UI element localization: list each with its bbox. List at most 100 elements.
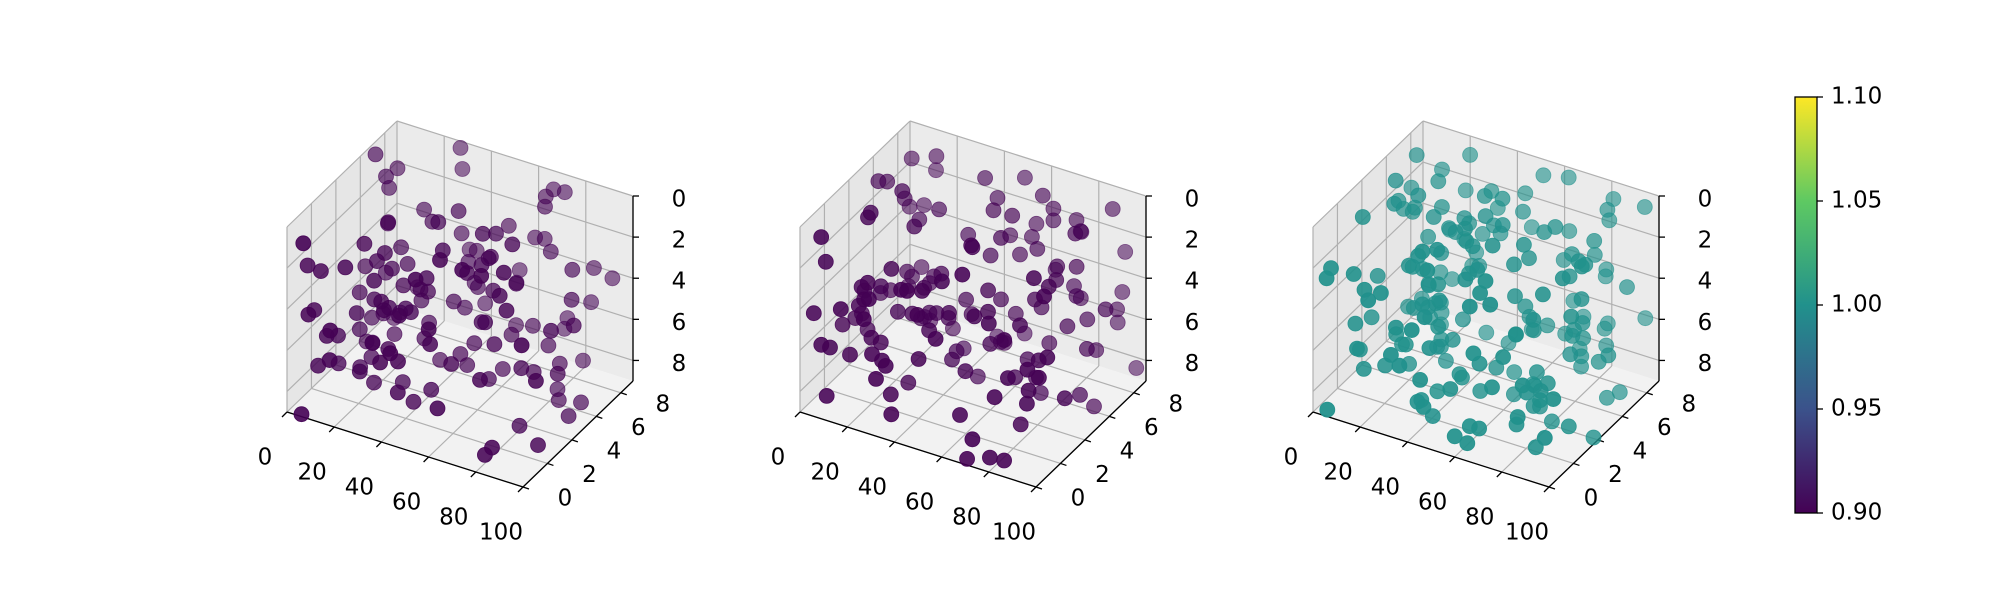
y-tick [522, 486, 530, 490]
z-tick-label: 6 [1185, 310, 1200, 336]
scatter-point [1600, 347, 1617, 364]
scatter-point [1369, 267, 1386, 284]
scatter-point [1506, 256, 1522, 273]
scatter-point [443, 356, 460, 372]
scatter-point [508, 275, 525, 292]
scatter-point [1354, 209, 1371, 225]
x-tick-label: 0 [1284, 445, 1299, 471]
scatter-point [468, 242, 485, 259]
scatter-point [494, 361, 511, 377]
scatter-point [1421, 340, 1438, 357]
scatter-point [452, 346, 469, 362]
scatter-point [952, 407, 968, 423]
scatter-point [859, 274, 876, 291]
scatter-point [537, 198, 553, 215]
z-grid-back [1422, 161, 1660, 238]
scatter-point [1471, 420, 1487, 437]
scatter-point [1416, 309, 1433, 326]
x-tick [1401, 441, 1408, 448]
left-pane [800, 121, 910, 412]
scatter-point [337, 259, 354, 276]
y-grid-floor [824, 387, 1061, 465]
scatter-point [1012, 416, 1029, 433]
scatter-point [1031, 369, 1047, 386]
x-tick [1354, 426, 1361, 433]
scatter-point [1516, 236, 1532, 253]
y-grid-floor [311, 387, 548, 465]
y-tick-label: 0 [1584, 486, 1599, 512]
y-tick-label: 8 [655, 391, 670, 417]
scatter-point [1444, 331, 1461, 348]
scatter-point [1599, 389, 1615, 406]
scatter-point [964, 239, 981, 256]
x-tick-label: 20 [811, 460, 840, 486]
y-tick [1133, 392, 1140, 396]
scatter-point [293, 406, 310, 423]
scatter-point [1045, 212, 1062, 229]
scatter-point [477, 295, 494, 312]
scatter-point [476, 446, 493, 463]
scatter-point [407, 271, 424, 288]
colorbar-tick-label: 0.90 [1831, 500, 1882, 526]
z-grid-left [1312, 202, 1424, 310]
z-grid-back [396, 161, 634, 238]
scatter-point [1508, 326, 1524, 343]
scatter-point [1585, 429, 1602, 446]
scatter-point [1039, 349, 1056, 366]
scatter-point [1414, 243, 1431, 260]
x-tick [983, 471, 990, 478]
scatter-point [1509, 409, 1526, 425]
scatter-point [586, 260, 602, 276]
scatter-point [883, 406, 900, 423]
z-tick-label: 0 [1698, 187, 1713, 213]
scatter-point [1535, 167, 1552, 184]
scatter-point [1441, 220, 1457, 237]
scatter-point [1059, 318, 1076, 335]
scatter-point [366, 272, 383, 289]
scatter-point [1532, 392, 1548, 409]
x-tick-label: 100 [992, 520, 1036, 546]
scatter-point [1383, 346, 1399, 363]
scatter-point [486, 336, 503, 353]
scatter-point [1387, 172, 1404, 189]
scatter-point [832, 301, 849, 318]
scatter-point [1079, 340, 1095, 357]
scatter-point [405, 393, 422, 410]
scatter-point [1525, 311, 1542, 328]
scatter-point [393, 239, 410, 256]
scatter-point [542, 243, 559, 260]
scatter-point [1560, 418, 1577, 435]
scatter-point [450, 203, 467, 220]
scatter-point [1597, 268, 1614, 285]
scatter-point [1484, 379, 1500, 396]
scatter-point [356, 235, 373, 252]
scatter-point [1026, 270, 1042, 287]
scatter-point [1462, 146, 1478, 163]
scatter-point [928, 162, 944, 179]
scatter-point [543, 322, 559, 339]
x-grid-floor [1312, 305, 1424, 413]
z-tick-label: 4 [1698, 269, 1713, 295]
scatter-point [367, 146, 384, 163]
z-grid-left [286, 120, 398, 228]
scatter-point [964, 431, 981, 448]
z-tick-label: 8 [672, 351, 687, 377]
y-tick-label: 6 [631, 415, 646, 441]
scatter-point [1349, 340, 1365, 357]
z-tick-label: 2 [1698, 228, 1713, 254]
scatter-point [899, 282, 915, 299]
y-tick-label: 4 [1633, 438, 1648, 464]
z-grid-back [909, 161, 1147, 238]
scatter-point [1397, 336, 1414, 353]
scatter-point [575, 352, 591, 369]
scatter-point [1017, 169, 1033, 186]
scatter-point [1420, 228, 1436, 245]
y-axis-line [522, 380, 634, 488]
scatter-point [1545, 391, 1562, 408]
scatter-point [573, 394, 589, 411]
scatter-point [1415, 399, 1432, 415]
scatter-point [1619, 279, 1635, 296]
